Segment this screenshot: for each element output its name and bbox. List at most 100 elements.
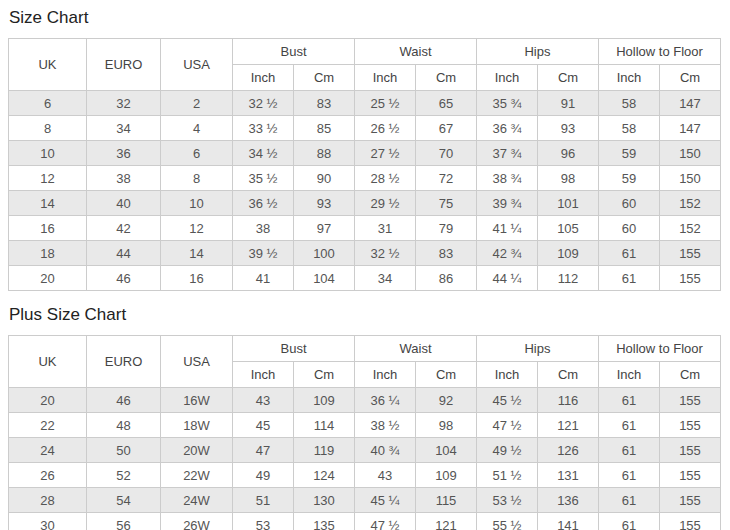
table-cell: 93: [294, 191, 355, 216]
table-cell: 100: [294, 241, 355, 266]
table-cell: 46: [87, 388, 161, 413]
table-cell: 38 ½: [355, 413, 416, 438]
table-row: 285424W5113045 ¼11553 ½13661155: [9, 488, 721, 513]
table-cell: 67: [416, 116, 477, 141]
table-cell: 44 ¼: [477, 266, 538, 291]
table-cell: 136: [538, 488, 599, 513]
unit-header: Inch: [599, 65, 660, 91]
unit-header: Inch: [233, 65, 294, 91]
table-cell: 8: [161, 166, 233, 191]
table-cell: 20: [9, 266, 87, 291]
table-cell: 61: [599, 413, 660, 438]
table-cell: 155: [660, 488, 721, 513]
size-chart-table: UKEUROUSABustWaistHipsHollow to FloorInc…: [8, 38, 721, 291]
table-cell: 35 ¾: [477, 91, 538, 116]
table-cell: 141: [538, 513, 599, 530]
table-cell: 98: [538, 166, 599, 191]
table-cell: 53 ½: [477, 488, 538, 513]
table-cell: 50: [87, 438, 161, 463]
header-row-groups: UKEUROUSABustWaistHipsHollow to Floor: [9, 39, 721, 65]
table-cell: 10: [9, 141, 87, 166]
table-cell: 32 ½: [355, 241, 416, 266]
table-cell: 34 ½: [233, 141, 294, 166]
table-cell: 22: [9, 413, 87, 438]
measure-group-header: Waist: [355, 39, 477, 65]
unit-header: Cm: [660, 362, 721, 388]
table-cell: 105: [538, 216, 599, 241]
plus-size-chart-title: Plus Size Chart: [9, 305, 723, 325]
table-cell: 59: [599, 166, 660, 191]
table-cell: 36 ¾: [477, 116, 538, 141]
table-cell: 85: [294, 116, 355, 141]
table-cell: 4: [161, 116, 233, 141]
table-cell: 61: [599, 266, 660, 291]
table-cell: 61: [599, 388, 660, 413]
unit-header: Inch: [355, 362, 416, 388]
table-body: 632232 ½8325 ½6535 ¾9158147834433 ½8526 …: [9, 91, 721, 291]
table-cell: 79: [416, 216, 477, 241]
table-cell: 51 ½: [477, 463, 538, 488]
size-chart-title: Size Chart: [9, 8, 723, 28]
table-cell: 38: [87, 166, 161, 191]
table-cell: 45 ½: [477, 388, 538, 413]
table-cell: 53: [233, 513, 294, 530]
table-cell: 86: [416, 266, 477, 291]
table-cell: 38: [233, 216, 294, 241]
table-row: 1238835 ½9028 ½7238 ¾9859150: [9, 166, 721, 191]
table-cell: 36 ½: [233, 191, 294, 216]
column-header: USA: [161, 39, 233, 91]
table-cell: 43: [355, 463, 416, 488]
table-cell: 83: [416, 241, 477, 266]
table-row: 305626W5313547 ½12155 ½14161155: [9, 513, 721, 530]
table-cell: 16: [161, 266, 233, 291]
table-cell: 24: [9, 438, 87, 463]
table-cell: 112: [538, 266, 599, 291]
table-cell: 155: [660, 413, 721, 438]
table-cell: 39 ¾: [477, 191, 538, 216]
table-cell: 126: [538, 438, 599, 463]
unit-header: Inch: [233, 362, 294, 388]
table-cell: 58: [599, 116, 660, 141]
measure-group-header: Hollow to Floor: [599, 336, 721, 362]
measure-group-header: Hips: [477, 336, 599, 362]
table-cell: 155: [660, 463, 721, 488]
measure-group-header: Bust: [233, 39, 355, 65]
table-cell: 52: [87, 463, 161, 488]
table-cell: 12: [161, 216, 233, 241]
table-cell: 47 ½: [355, 513, 416, 530]
unit-header: Cm: [538, 65, 599, 91]
table-cell: 34: [355, 266, 416, 291]
unit-header: Cm: [660, 65, 721, 91]
table-row: 224818W4511438 ½9847 ½12161155: [9, 413, 721, 438]
table-cell: 61: [599, 488, 660, 513]
unit-header: Cm: [538, 362, 599, 388]
measure-group-header: Waist: [355, 336, 477, 362]
table-cell: 49: [233, 463, 294, 488]
table-cell: 14: [9, 191, 87, 216]
table-cell: 155: [660, 438, 721, 463]
table-row: 14401036 ½9329 ½7539 ¾10160152: [9, 191, 721, 216]
table-cell: 60: [599, 191, 660, 216]
table-cell: 28 ½: [355, 166, 416, 191]
table-cell: 104: [294, 266, 355, 291]
table-row: 245020W4711940 ¾10449 ½12661155: [9, 438, 721, 463]
table-cell: 54: [87, 488, 161, 513]
table-cell: 26: [9, 463, 87, 488]
table-cell: 155: [660, 388, 721, 413]
table-cell: 20W: [161, 438, 233, 463]
table-cell: 12: [9, 166, 87, 191]
table-row: 1036634 ½8827 ½7037 ¾9659150: [9, 141, 721, 166]
table-cell: 29 ½: [355, 191, 416, 216]
table-cell: 41: [233, 266, 294, 291]
table-cell: 24W: [161, 488, 233, 513]
table-cell: 40 ¾: [355, 438, 416, 463]
plus-size-chart-table: UKEUROUSABustWaistHipsHollow to FloorInc…: [8, 335, 721, 530]
table-cell: 45: [233, 413, 294, 438]
table-body: 204616W4310936 ¼9245 ½11661155224818W451…: [9, 388, 721, 530]
table-cell: 109: [416, 463, 477, 488]
column-header: USA: [161, 336, 233, 388]
unit-header: Inch: [355, 65, 416, 91]
table-cell: 48: [87, 413, 161, 438]
table-cell: 51: [233, 488, 294, 513]
table-cell: 70: [416, 141, 477, 166]
